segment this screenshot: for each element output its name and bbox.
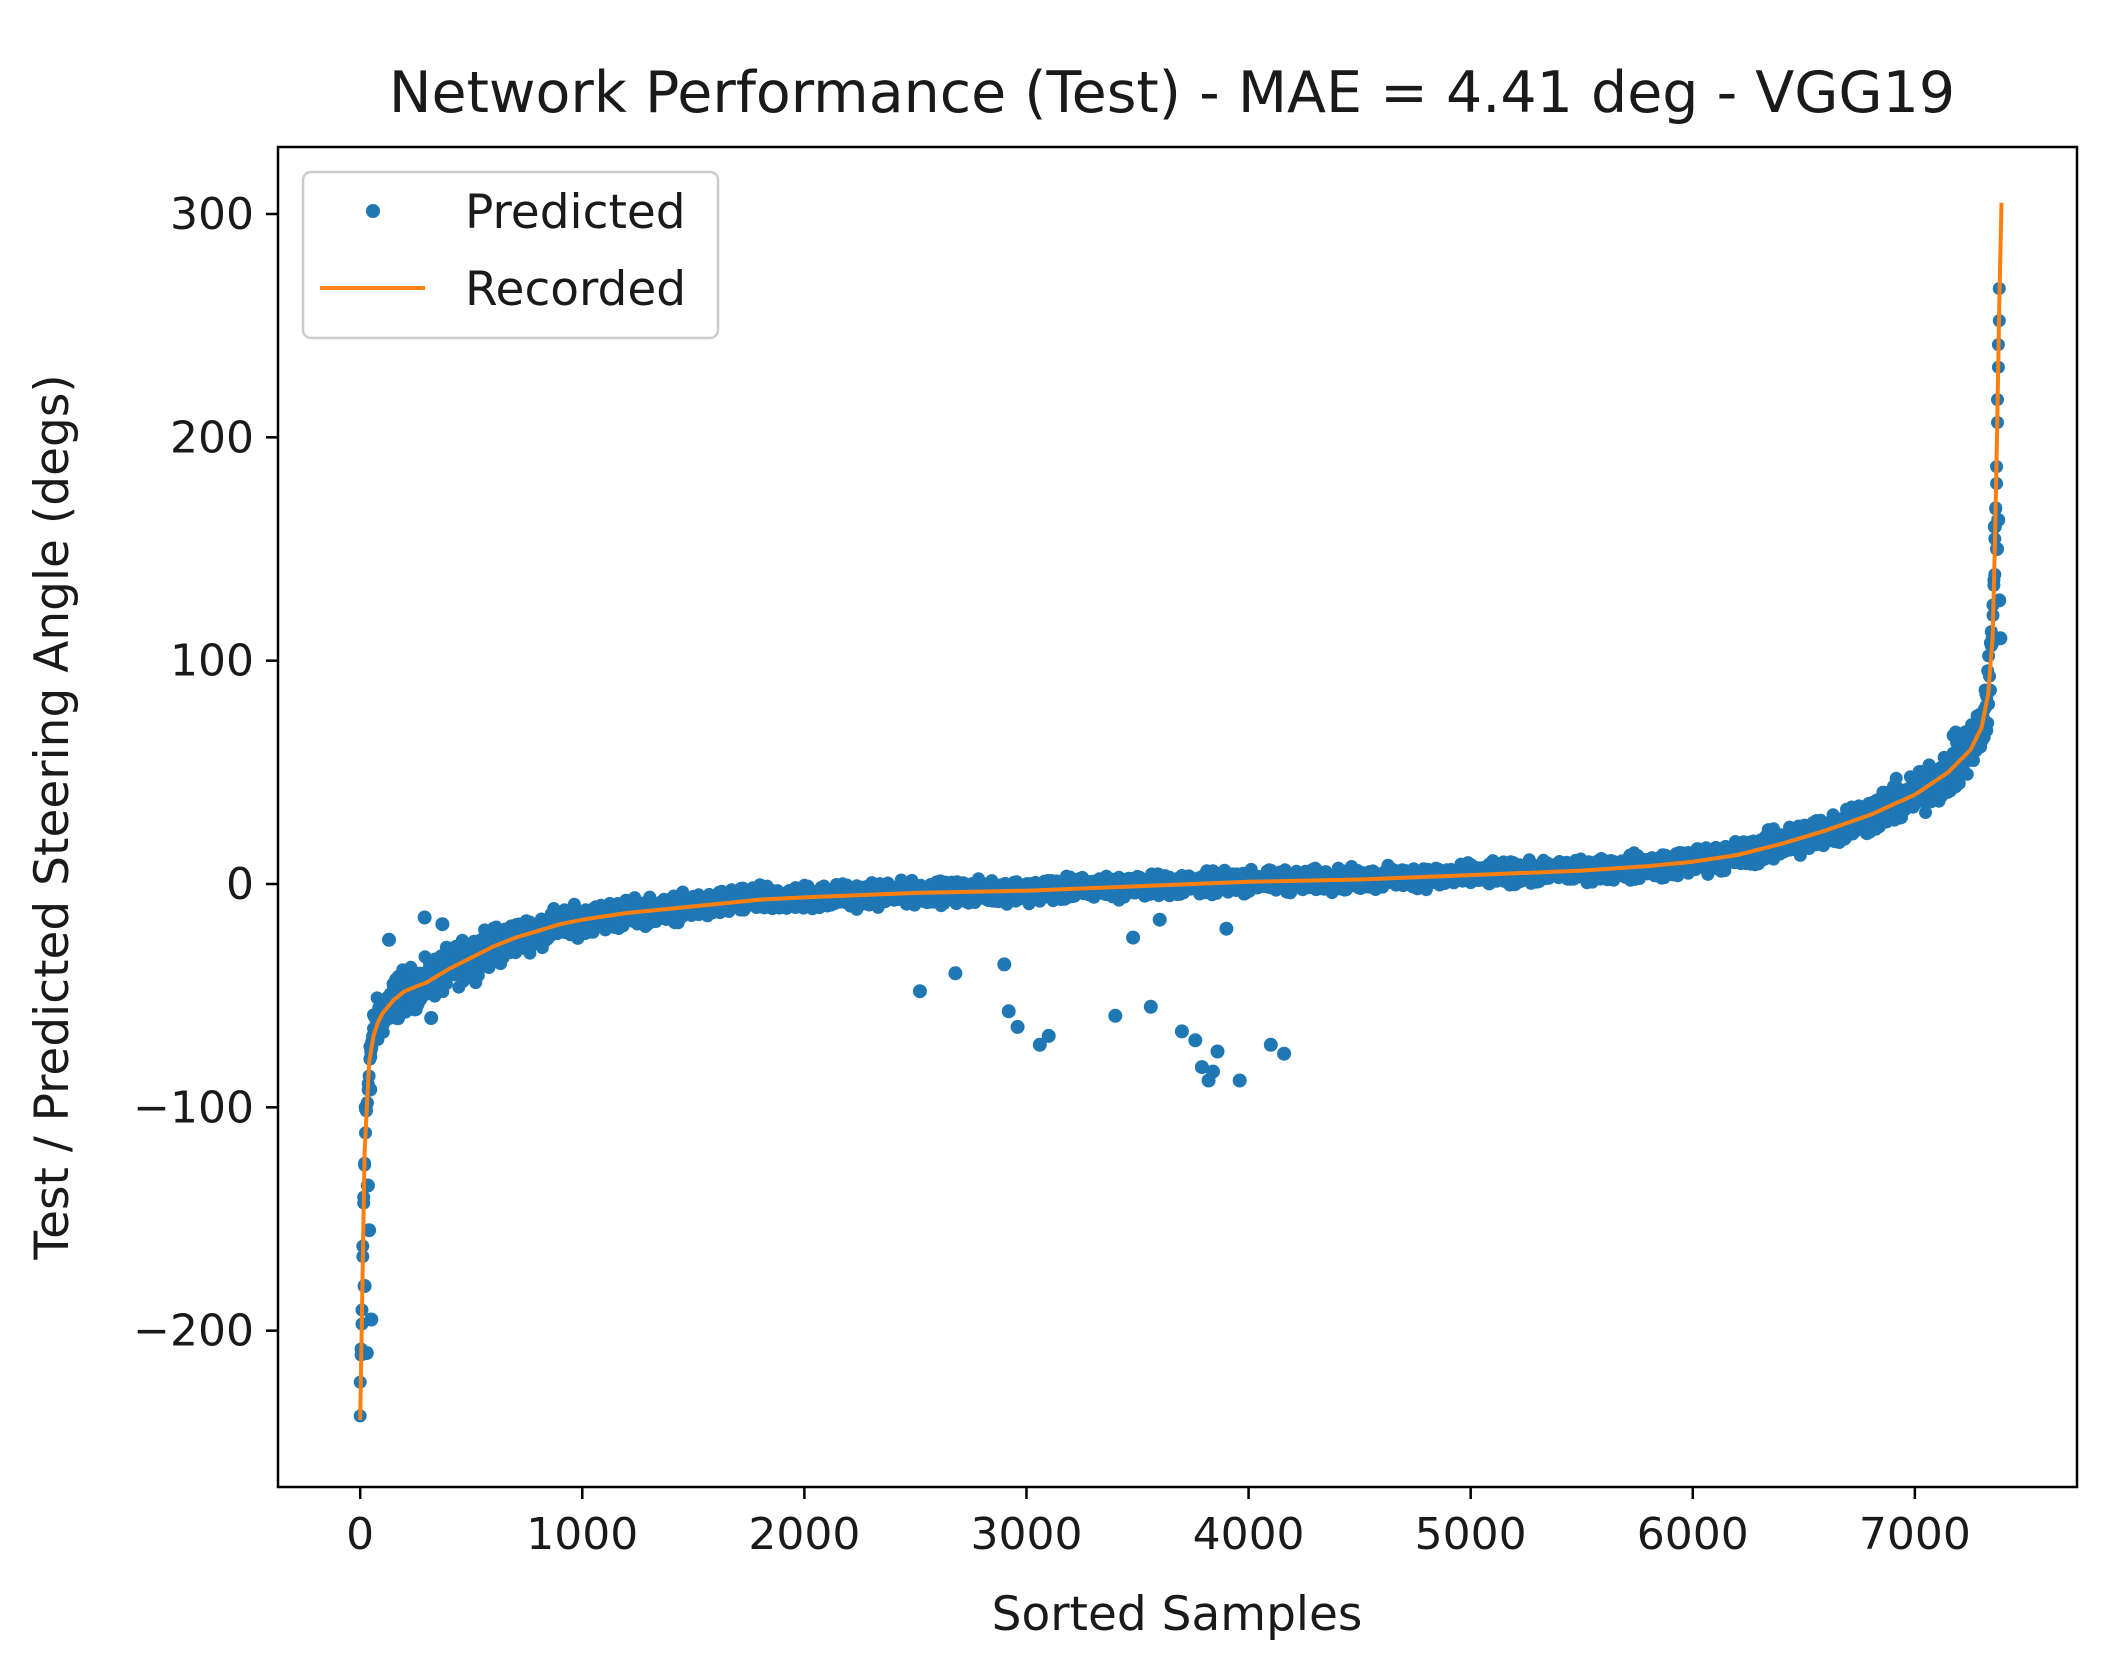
x-tick-label: 7000	[1859, 1509, 1971, 1560]
legend-predicted-label: Predicted	[465, 185, 686, 240]
predicted-point	[1952, 777, 1966, 790]
predicted-outlier	[435, 917, 450, 932]
predicted-outlier	[1001, 1004, 1016, 1019]
predicted-point	[1919, 806, 1932, 819]
predicted-outlier	[1126, 930, 1141, 945]
predicted-outlier	[382, 932, 396, 947]
predicted-outlier	[1010, 1019, 1025, 1034]
x-tick-label: 3000	[970, 1509, 1082, 1560]
predicted-point	[439, 977, 453, 991]
predicted-outlier	[1108, 1008, 1123, 1023]
predicted-outlier	[948, 966, 963, 981]
x-tick-label: 0	[346, 1509, 374, 1560]
predicted-outlier	[1263, 1037, 1278, 1052]
predicted-outlier	[1990, 542, 2004, 556]
predicted-outlier	[1232, 1073, 1247, 1088]
y-axis: −200 −100 0 100 200 300	[133, 189, 278, 1357]
x-tick-label: 4000	[1193, 1509, 1305, 1560]
predicted-outlier	[1194, 1060, 1209, 1075]
x-tick-label: 2000	[748, 1509, 860, 1560]
predicted-outlier	[1992, 593, 2007, 608]
predicted-outlier	[363, 1082, 378, 1097]
predicted-outlier	[1041, 1028, 1056, 1043]
predicted-outlier	[362, 1223, 377, 1238]
axes-frame	[276, 145, 2079, 1489]
predicted-outlier	[1206, 1064, 1220, 1079]
predicted-outlier	[1174, 1024, 1189, 1039]
predicted-outlier	[1219, 921, 1234, 936]
predicted-point	[1967, 754, 1980, 767]
predicted-point	[471, 969, 485, 982]
predicted-point	[376, 1025, 390, 1039]
y-tick-label: 0	[226, 859, 254, 910]
predicted-point	[1949, 725, 1963, 739]
predicted-outlier	[417, 910, 432, 925]
predicted-outlier	[424, 1011, 439, 1025]
x-axis-label: Sorted Samples	[992, 1587, 1363, 1642]
y-tick-label: 300	[170, 189, 254, 240]
y-tick-label: −200	[133, 1306, 254, 1357]
predicted-point	[1889, 771, 1903, 785]
x-tick-label: 5000	[1415, 1509, 1527, 1560]
recorded-line	[358, 202, 2004, 1421]
predicted-outlier	[912, 984, 927, 999]
predicted-outlier	[1188, 1033, 1203, 1048]
predicted-outlier	[357, 1279, 372, 1293]
y-tick-label: 100	[170, 636, 254, 687]
predicted-outlier	[1210, 1044, 1225, 1059]
predicted-outlier	[1277, 1046, 1292, 1061]
predicted-outlier	[997, 957, 1012, 972]
legend-box	[301, 170, 720, 340]
x-tick-label: 1000	[526, 1509, 638, 1560]
predicted-outlier	[364, 1312, 379, 1327]
y-tick-label: −100	[133, 1082, 254, 1133]
legend-predicted-marker	[366, 204, 380, 218]
legend: Predicted Recorded	[301, 170, 720, 340]
predicted-outlier	[1993, 631, 2008, 646]
predicted-outlier	[1032, 1037, 1047, 1052]
legend-recorded-label: Recorded	[465, 262, 686, 317]
chart-title: Network Performance (Test) - MAE = 4.41 …	[389, 60, 1955, 126]
plot-area	[353, 202, 2008, 1423]
x-tick-label: 6000	[1637, 1509, 1749, 1560]
y-axis-label: Test / Predicted Steering Angle (degs)	[25, 374, 80, 1260]
predicted-outlier	[1143, 999, 1158, 1014]
predicted-point	[1960, 767, 1974, 781]
predicted-outlier	[1152, 912, 1167, 927]
y-tick-label: 200	[170, 412, 254, 463]
x-axis: 0 1000 2000 3000 4000 5000 6000 7000	[346, 1487, 1971, 1560]
